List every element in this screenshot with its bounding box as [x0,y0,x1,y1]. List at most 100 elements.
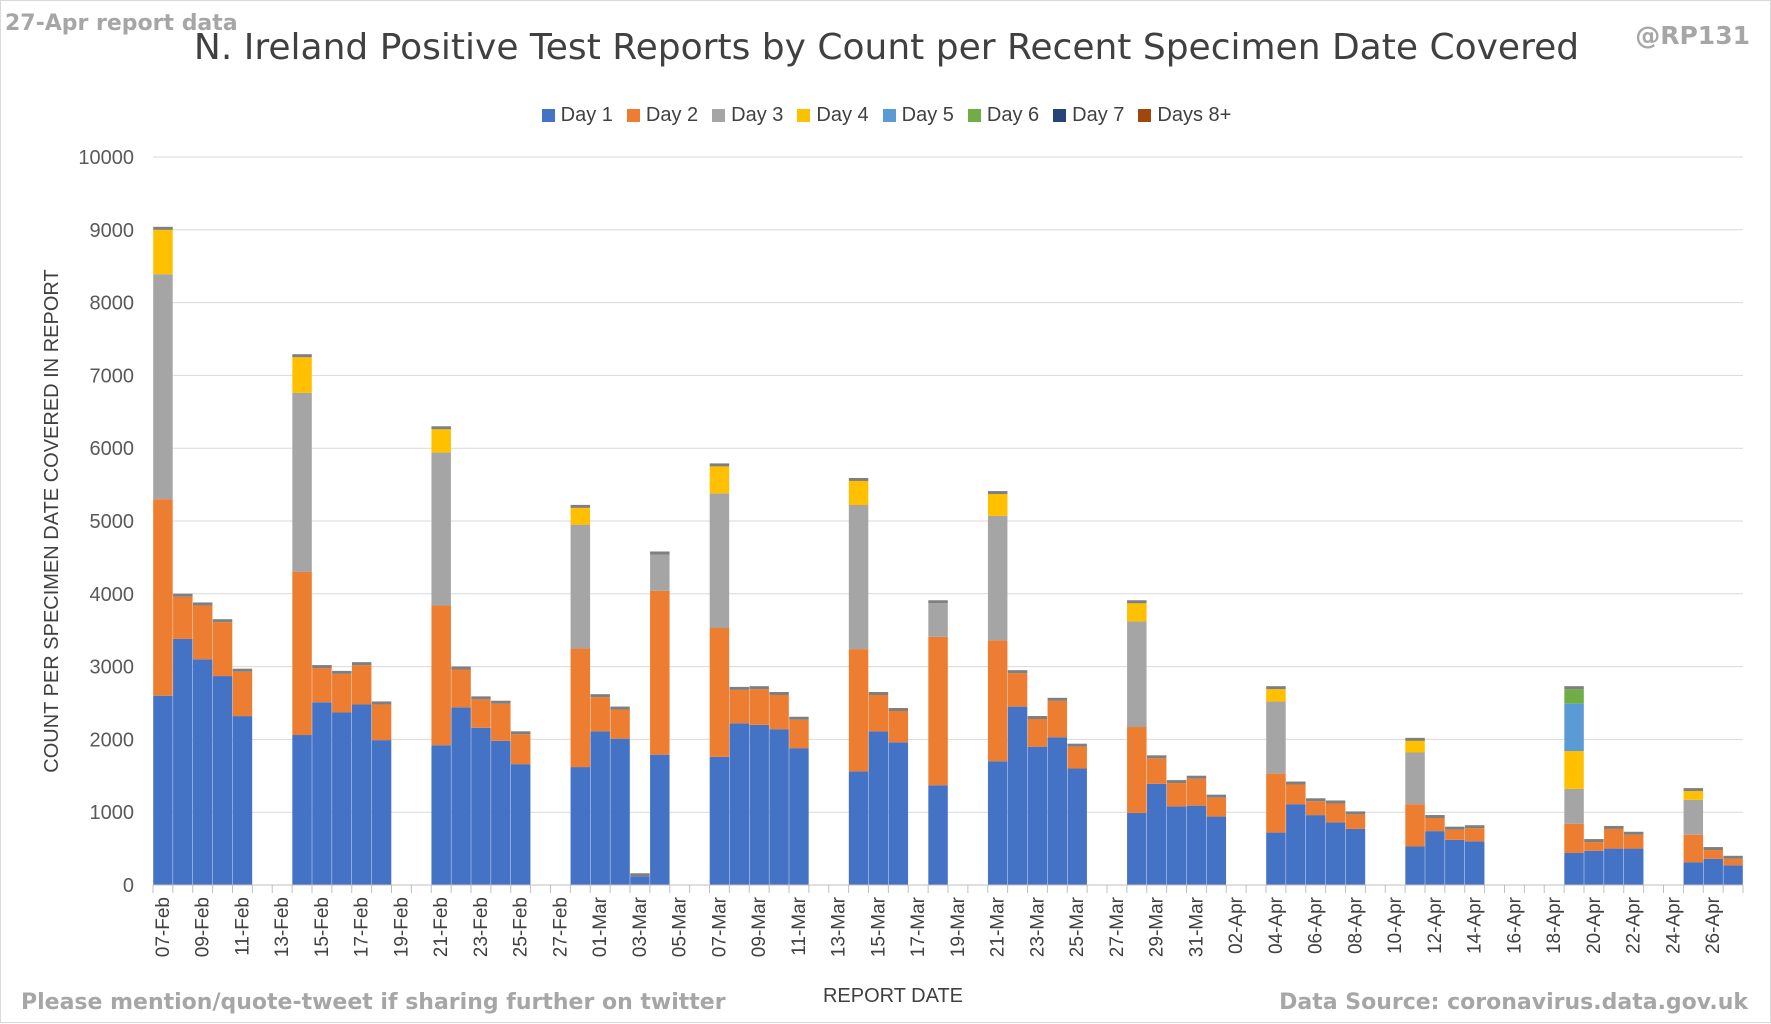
bar-segment [987,640,1008,762]
bar-segment [749,724,769,885]
bar-segment [212,622,233,677]
bar-total-cap [729,686,750,690]
legend-label: Day 3 [731,104,784,126]
bar-segment [1623,848,1644,885]
bar-segment [650,554,670,591]
bar-segment [312,668,332,703]
legend-item: Day 3 [712,104,783,127]
bar-segment [610,709,630,739]
legend-item: Day 4 [797,104,869,127]
legend-item: Day 5 [882,104,954,127]
bar-segment [1425,818,1445,832]
x-tick-label: 02-Apr [1226,896,1247,954]
y-tick-label: 7000 [90,365,135,387]
bar-segment [1186,778,1207,806]
bar-segment [153,229,173,275]
x-tick-label: 17-Feb [352,897,373,957]
bar-segment [1047,700,1068,738]
bar-total-cap [1425,815,1445,819]
bar-segment [491,740,511,885]
bar-segment [1703,858,1723,885]
x-tick-label: 08-Apr [1345,896,1366,954]
x-tick-label: 07-Feb [153,897,174,957]
bar-segment [848,649,869,772]
x-tick-label: 09-Feb [193,897,214,957]
bar-total-cap [590,694,610,698]
bar-total-cap [1206,794,1227,798]
bar-total-cap [1027,716,1048,720]
x-tick-label: 14-Apr [1465,896,1486,954]
bar-total-cap [1405,737,1425,741]
x-tick-label: 21-Mar [988,896,1009,957]
bar-segment [1027,719,1048,747]
bar-total-cap [709,463,730,467]
bar-segment [888,711,909,743]
bar-segment [1405,846,1425,885]
bar-total-cap [1127,600,1147,604]
legend-item: Day 2 [626,104,698,127]
bar-total-cap [1325,800,1346,804]
bar-segment [1047,737,1068,885]
bar-segment [153,274,173,500]
bar-segment [1146,783,1167,885]
bar-segment [332,712,352,885]
bar-segment [928,636,948,786]
legend-label: Day 5 [901,104,954,126]
bar-segment [1007,706,1028,885]
y-tick-label: 0 [123,875,134,897]
bar-total-cap [451,666,471,670]
x-tick-label: 03-Mar [630,896,651,957]
bar-segment [1345,828,1366,885]
bar-segment [729,723,750,885]
bar-segment [1266,701,1286,774]
author-handle: @RP131 [1635,21,1750,50]
bar-segment [1683,799,1704,835]
bar-total-cap [1623,831,1644,835]
bar-segment [1564,823,1584,853]
y-tick-label: 10000 [78,147,134,169]
bar-segment [1623,834,1644,849]
x-tick-label: 06-Apr [1306,896,1327,954]
bar-total-cap [1464,825,1485,829]
bar-segment [1286,804,1306,885]
bar-segment [590,697,610,732]
bar-segment [192,659,213,885]
bar-total-cap [888,708,909,712]
bar-segment [1584,850,1604,885]
bar-segment [1007,673,1028,707]
bar-segment [1127,812,1147,885]
bar-segment [192,605,213,660]
bar-segment [769,694,789,730]
bar-segment [769,729,789,885]
bar-total-cap [1604,825,1624,829]
legend-label: Day 1 [560,104,613,126]
bar-segment [1405,804,1425,847]
bar-segment [987,494,1008,516]
bar-segment [590,731,610,885]
x-tick-label: 24-Apr [1663,896,1684,954]
bar-segment [1067,746,1087,769]
bar-segment [868,731,889,885]
bar-total-cap [471,696,491,700]
x-tick-label: 07-Mar [709,896,730,957]
x-tick-label: 29-Mar [1147,896,1168,957]
bar-total-cap [1047,697,1068,701]
legend-label: Day 6 [986,104,1040,126]
y-tick-label: 2000 [90,729,135,751]
bar-segment [292,571,312,736]
x-tick-label: 27-Feb [550,897,571,957]
bar-segment [471,699,491,728]
bar-total-cap [650,551,670,555]
bar-segment [868,694,889,732]
bar-segment [1166,806,1187,885]
legend-swatch [541,109,555,122]
bar-segment [848,480,869,505]
bar-total-cap [570,504,591,508]
legend-item: Day 7 [1053,104,1124,127]
bar-segment [1464,828,1485,842]
share-request-note: Please mention/quote-tweet if sharing fu… [21,990,726,1015]
y-tick-label: 1000 [90,802,135,824]
y-tick-label: 6000 [90,438,135,460]
bar-total-cap [1266,686,1286,690]
bar-segment [153,499,173,696]
